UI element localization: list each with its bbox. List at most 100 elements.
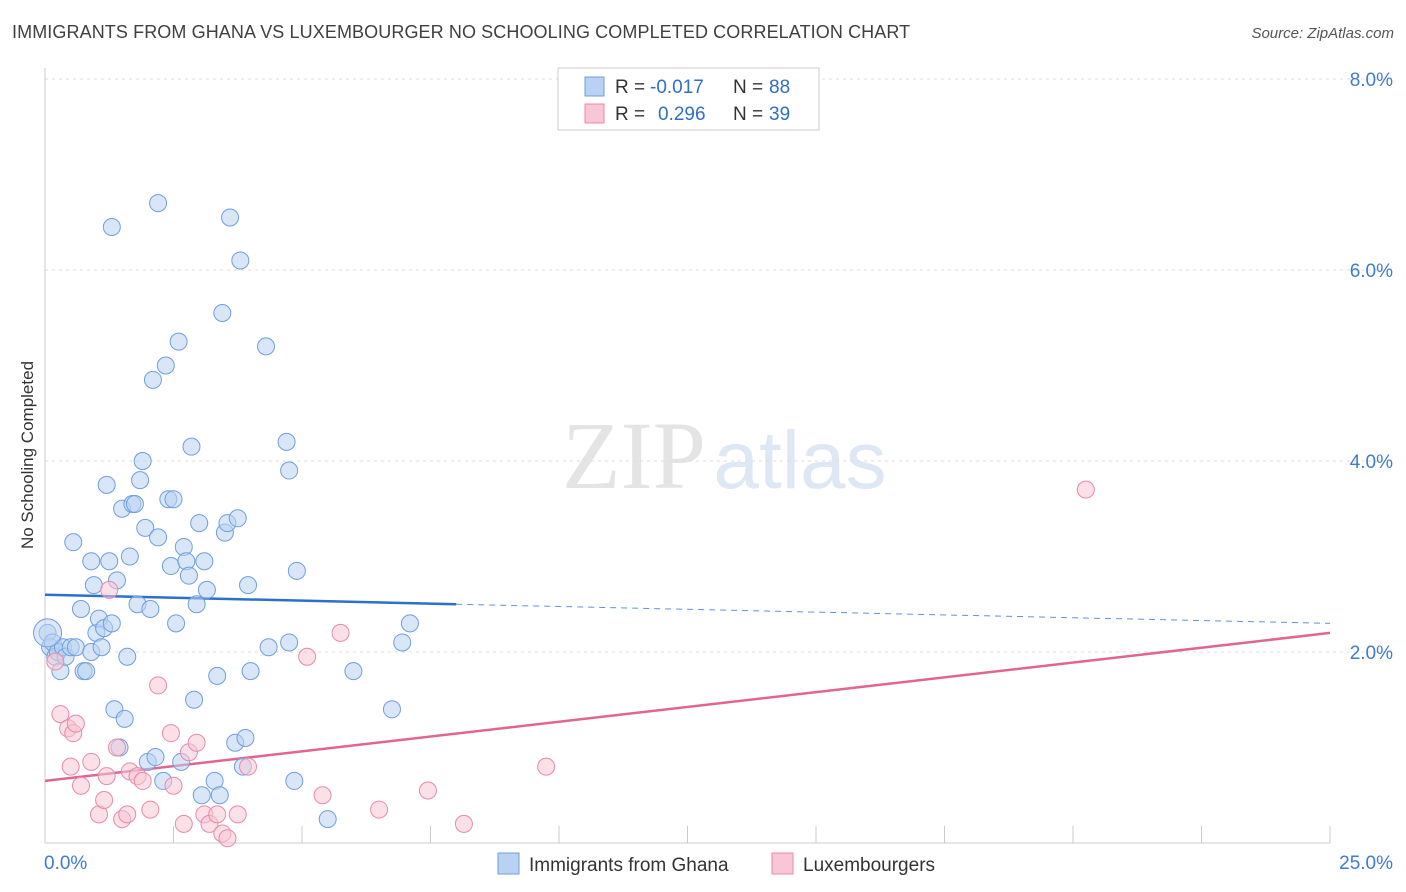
watermark-zip: ZIP	[562, 402, 706, 509]
axes	[44, 68, 1331, 844]
ghana-point	[143, 370, 162, 389]
ghana-point	[182, 437, 201, 456]
series-legend-swatch-lux	[771, 852, 794, 875]
ghana-point	[257, 337, 276, 356]
ghana-point	[115, 709, 134, 728]
ghana-point	[285, 771, 304, 790]
luxembourger-point	[82, 752, 101, 771]
ghana-point	[71, 600, 90, 619]
ghana-point	[393, 633, 412, 652]
luxembourger-point	[164, 776, 183, 795]
ghana-point	[192, 786, 211, 805]
ghana-point	[185, 690, 204, 709]
luxembourger-point	[174, 814, 193, 833]
luxembourger-point	[141, 800, 160, 819]
luxembourger-point	[370, 800, 389, 819]
ghana-point	[149, 528, 168, 547]
ghana-point	[131, 471, 150, 490]
stats-legend-r-label-ghana: R =	[615, 77, 645, 98]
ghana-point	[382, 700, 401, 719]
series-legend-label-ghana: Immigrants from Ghana	[529, 855, 729, 876]
ghana-point	[102, 218, 121, 237]
zipatlas-watermark: ZIP atlas	[562, 402, 887, 509]
ghana-point	[82, 552, 101, 571]
ghana-point	[179, 566, 198, 585]
stats-legend-swatch-ghana	[584, 76, 605, 97]
series-legend: Immigrants from Ghana Luxembourgers	[497, 852, 935, 876]
stats-legend-r-value-ghana: -0.017	[650, 77, 704, 98]
chart-title: IMMIGRANTS FROM GHANA VS LUXEMBOURGER NO…	[12, 22, 911, 42]
ghana-point	[102, 614, 121, 633]
ghana-point	[169, 332, 188, 351]
ghana-point	[280, 633, 299, 652]
y-tick-label: 4.0%	[1350, 452, 1393, 473]
ghana-point	[133, 452, 152, 470]
ghana-point	[318, 810, 337, 829]
trend-lines	[44, 593, 1331, 783]
ghana-point	[241, 662, 260, 681]
ghana-point	[208, 666, 227, 685]
ghana-point	[64, 533, 83, 552]
luxembourger-point	[208, 805, 227, 824]
ghana-point	[149, 194, 168, 213]
ghana-point	[146, 748, 165, 767]
stats-legend-n-value-lux: 39	[769, 104, 790, 125]
ghana-point	[66, 638, 85, 657]
ghana-point	[156, 356, 175, 375]
ghana-point	[221, 208, 240, 227]
x-tick-labels: 0.0% 25.0%	[44, 853, 1393, 874]
gridlines	[45, 78, 1392, 653]
ghana-point	[190, 514, 209, 533]
luxembourger-point	[1076, 480, 1095, 499]
luxembourger-point	[298, 647, 317, 666]
stats-legend-n-value-ghana: 88	[769, 77, 790, 98]
luxembourger-point	[95, 791, 114, 810]
ghana-point	[210, 786, 229, 805]
luxembourger-point	[51, 705, 70, 724]
luxembourger-point	[537, 757, 556, 776]
ghana-point	[195, 552, 214, 571]
y-tick-label: 8.0%	[1350, 70, 1393, 91]
ghana-point	[164, 490, 183, 509]
ghana-point	[92, 638, 111, 657]
luxembourger-point	[133, 771, 152, 790]
stats-legend-n-label-ghana: N =	[733, 77, 763, 98]
source-credit: Source: ZipAtlas.com	[1251, 25, 1394, 42]
ghana-point	[77, 662, 96, 681]
luxembourger-point	[454, 814, 473, 833]
luxembourger-point	[187, 733, 206, 752]
stats-legend-r-value-lux: 0.296	[658, 104, 706, 125]
data-points	[33, 194, 1095, 848]
luxembourger-point	[218, 829, 237, 848]
ghana-point	[125, 494, 144, 513]
y-axis-label: No Schooling Completed	[18, 361, 37, 549]
luxembourger-point	[71, 776, 90, 795]
ghana-point	[187, 595, 206, 614]
stats-legend-n-label-lux: N =	[733, 104, 763, 125]
ghana-point	[280, 461, 299, 480]
ghana-point	[400, 614, 419, 633]
series-legend-label-lux: Luxembourgers	[803, 855, 935, 876]
y-tick-label: 6.0%	[1350, 261, 1393, 282]
ghana-point	[33, 618, 63, 648]
ghana-point	[231, 251, 250, 270]
luxembourger-point	[46, 652, 65, 671]
luxembourger-point	[97, 767, 116, 786]
ghana-point	[239, 576, 258, 595]
ghana-point	[161, 557, 180, 576]
ghana-point	[167, 614, 186, 633]
ghana-point	[236, 728, 255, 747]
luxembourger-point	[228, 805, 247, 824]
luxembourger-trend-line	[44, 631, 1331, 783]
ghana-point	[228, 509, 247, 528]
x-tick-label-min: 0.0%	[44, 853, 87, 874]
ghana-trend-extension	[456, 603, 1331, 624]
y-tick-labels: 2.0% 4.0% 6.0% 8.0%	[1350, 70, 1393, 664]
ghana-point	[141, 600, 160, 619]
stats-legend-swatch-lux	[584, 103, 605, 124]
luxembourger-point	[161, 724, 180, 743]
ghana-point	[197, 580, 216, 599]
luxembourger-point	[313, 786, 332, 805]
series-legend-swatch-ghana	[497, 852, 520, 875]
luxembourger-point	[107, 738, 126, 757]
